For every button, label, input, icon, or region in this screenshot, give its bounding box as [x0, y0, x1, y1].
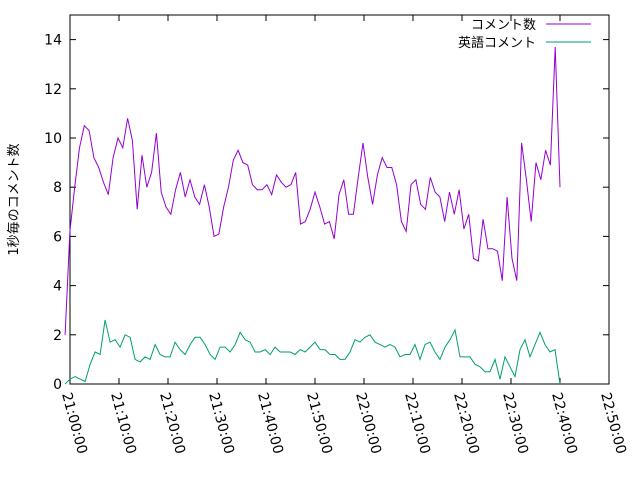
series-line-1	[64, 319, 561, 385]
y-tick-label: 4	[53, 279, 62, 295]
legend-label: コメント数	[471, 18, 536, 33]
legend-label: 英語コメント	[458, 35, 536, 51]
y-tick-label: 6	[53, 229, 62, 245]
x-tick-label: 21:30:00	[205, 391, 237, 456]
x-tick-label: 22:40:00	[548, 391, 580, 456]
y-tick-label: 10	[44, 131, 62, 147]
y-tick-label: 12	[44, 82, 62, 98]
plot-frame	[69, 14, 610, 385]
x-tick-label: 22:20:00	[450, 391, 482, 456]
x-tick-label: 21:40:00	[254, 391, 286, 456]
x-tick-label: 22:10:00	[401, 391, 433, 456]
y-tick-label: 8	[53, 180, 62, 196]
series-line-0	[64, 46, 561, 335]
x-axis: 21:00:00 21:10:00 21:20:00 21:30:00 21:40:00…	[58, 15, 629, 456]
x-tick-label: 21:10:00	[107, 391, 139, 456]
y-axis: 0 2 4 6 8 10 12 14	[44, 33, 609, 393]
y-axis-label: 1秒毎のコメント数	[6, 143, 22, 255]
y-tick-label: 2	[53, 328, 62, 344]
x-tick-label: 22:00:00	[352, 391, 384, 456]
x-tick-label: 22:50:00	[597, 391, 629, 456]
series-layer	[64, 46, 561, 385]
y-tick-label: 14	[44, 33, 62, 49]
x-tick-label: 22:30:00	[499, 391, 531, 456]
x-tick-label: 21:50:00	[303, 391, 335, 456]
x-tick-label: 21:20:00	[156, 391, 188, 456]
x-tick-label: 21:00:00	[58, 391, 90, 456]
y-tick-label: 0	[53, 377, 62, 393]
